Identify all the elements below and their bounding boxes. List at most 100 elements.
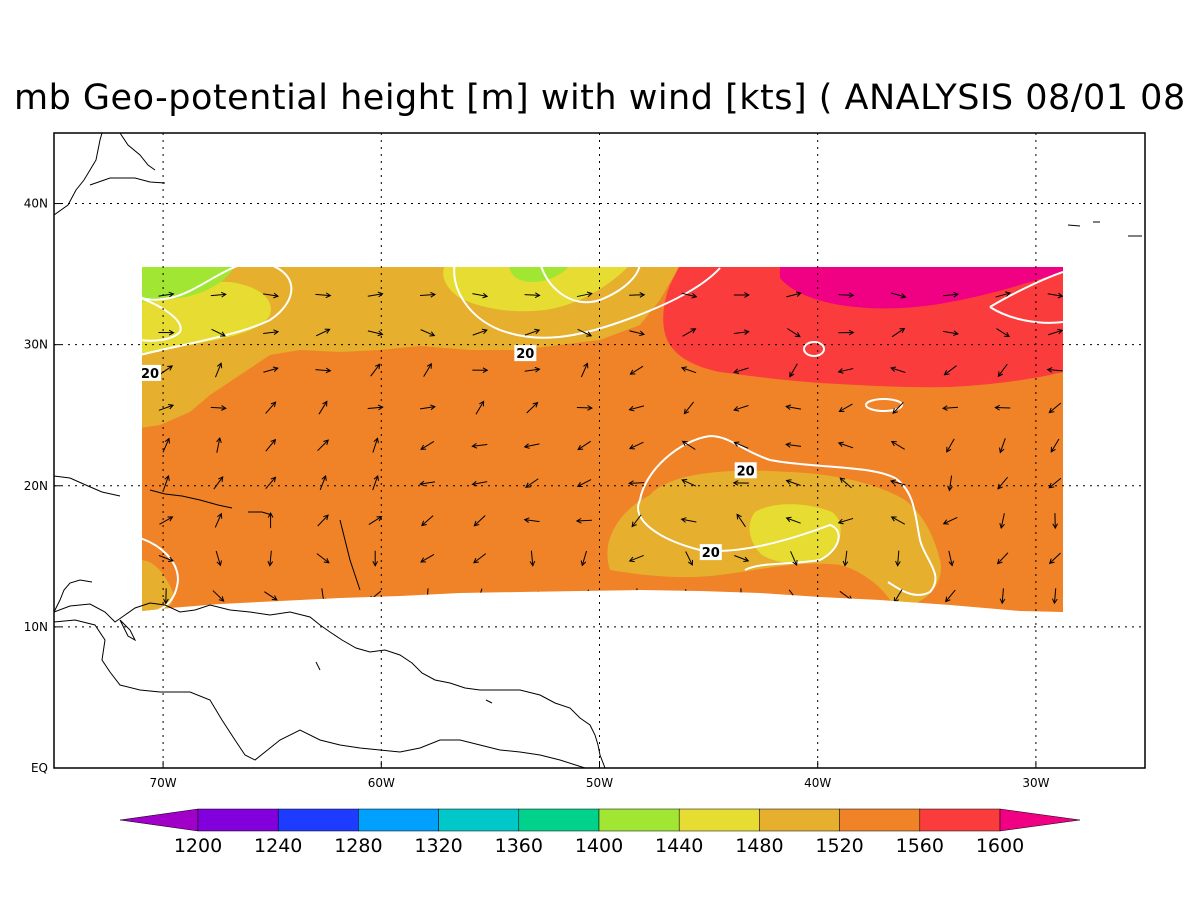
colorbar-label: 1480 (735, 835, 783, 857)
wind-arrow (473, 515, 486, 527)
wind-arrow (524, 292, 541, 299)
wind-arrow (1047, 292, 1063, 299)
map-grid (54, 133, 1145, 768)
wind-contour (539, 267, 641, 304)
wind-contours (142, 267, 1063, 612)
wind-contour (637, 499, 840, 571)
y-tick-label: 20N (24, 479, 48, 493)
wind-arrow (473, 553, 487, 564)
wind-arrow (890, 440, 905, 450)
coastline-south-america (54, 602, 606, 768)
wind-arrow (158, 291, 175, 298)
wind-arrow (372, 474, 379, 491)
wind-arrow (733, 292, 750, 298)
wind-arrow (159, 516, 174, 525)
colorbar-segment (197, 808, 279, 832)
coastline-north-america (119, 133, 156, 171)
wind-arrow (629, 330, 645, 337)
wind-arrow (736, 513, 746, 528)
wind-arrow (733, 441, 749, 449)
wind-arrow (837, 441, 854, 449)
coastline-islands (315, 661, 321, 671)
wind-arrow (945, 589, 956, 603)
wind-arrow (1047, 328, 1063, 336)
wind-arrow (682, 328, 697, 337)
wind-arrow (999, 513, 1005, 529)
colorbar-label: 1200 (174, 835, 222, 857)
colorbar-segment (919, 808, 1001, 832)
wind-arrow (1048, 402, 1062, 414)
wind-arrow (942, 517, 958, 525)
wind-arrow (215, 550, 222, 567)
fill-region-1440 (509, 267, 570, 282)
y-tick-label: 30N (24, 338, 48, 352)
coastline-north-america (89, 177, 166, 186)
y-tick-label: 10N (24, 620, 48, 634)
wind-arrow (785, 442, 802, 448)
wind-arrow (1048, 477, 1062, 489)
wind-arrow (629, 365, 644, 375)
wind-arrow (837, 517, 854, 525)
coastline-islands (485, 699, 493, 704)
wind-arrow (994, 404, 1011, 411)
wind-arrow (315, 367, 332, 374)
coastline-azores (1067, 221, 1142, 237)
colorbar-segment (598, 808, 680, 832)
x-tick-label: 40W (804, 776, 831, 790)
wind-arrow (267, 550, 274, 567)
wind-contour (989, 306, 1063, 324)
wind-arrow (319, 475, 327, 491)
contour-label-box (734, 462, 757, 479)
fill-region-1440 (142, 267, 235, 302)
contour-label: 20 (516, 347, 534, 362)
wind-arrow (215, 362, 223, 378)
wind-contour (142, 537, 180, 612)
wind-arrow (419, 291, 437, 298)
colorbar-label: 1360 (495, 835, 543, 857)
wind-arrow (685, 551, 694, 566)
wind-arrow (158, 555, 174, 563)
wind-arrow (733, 367, 749, 374)
wind-arrow (785, 404, 802, 410)
colorbar-segment (678, 808, 760, 832)
colorbar-label: 1240 (254, 835, 302, 857)
wind-arrow (263, 329, 280, 336)
wind-arrow (628, 480, 645, 487)
contour-label: 20 (737, 464, 755, 479)
wind-arrow (628, 441, 644, 450)
wind-contour (803, 341, 825, 357)
wind-arrow (265, 476, 277, 490)
x-tick-label: 30W (1022, 776, 1049, 790)
colorbar: 1200 1240 1280 1320 1360 1400 1440 1480 1520 1560… (119, 808, 1081, 857)
wind-arrow (368, 516, 383, 526)
wind-arrow (733, 405, 749, 412)
coastline-north-america (54, 133, 103, 216)
wind-arrow (787, 328, 801, 338)
wind-arrow (681, 292, 698, 299)
wind-arrow (419, 480, 435, 487)
wind-arrow (524, 366, 541, 373)
wind-arrow (472, 328, 488, 336)
wind-arrow (1051, 588, 1058, 605)
contour-label-box (699, 544, 722, 561)
wind-arrow (475, 400, 485, 415)
wind-arrow (315, 292, 332, 299)
wind-arrow (263, 292, 280, 299)
wind-arrow (785, 479, 801, 486)
wind-arrow (317, 439, 329, 452)
wind-arrow (941, 405, 959, 411)
wind-arrow (216, 437, 222, 453)
wind-arrow (790, 551, 798, 567)
wind-arrow (213, 476, 224, 490)
wind-arrow (523, 517, 540, 523)
wind-arrow (525, 478, 539, 488)
wind-arrow (212, 590, 225, 602)
contour-label: 20 (141, 367, 159, 382)
wind-arrow (785, 516, 801, 524)
wind-contour (453, 267, 721, 339)
colorbar-label: 1280 (334, 835, 382, 857)
wind-arrow (264, 591, 278, 601)
contour-label-box (514, 345, 537, 362)
wind-arrow (628, 405, 645, 412)
wind-arrow (890, 292, 907, 299)
